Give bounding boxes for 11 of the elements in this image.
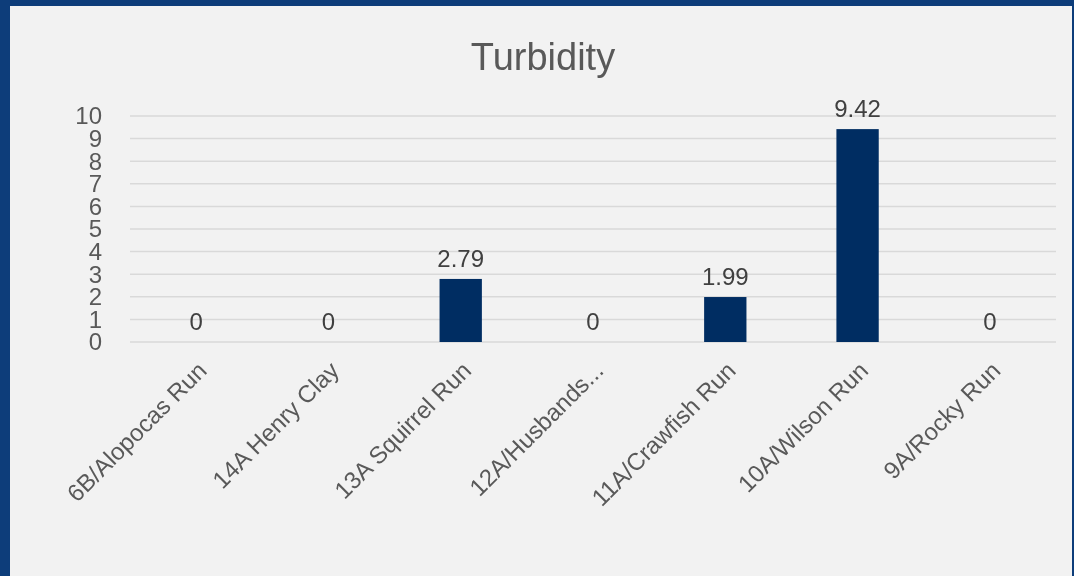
data-label: 0 [983,308,997,335]
bar [836,129,879,342]
bar [704,297,747,342]
data-label: 0 [189,308,203,335]
chart-title: Turbidity [470,36,616,78]
data-label: 0 [321,308,336,335]
data-label: 1.99 [701,263,749,291]
data-label: 9.42 [834,95,881,123]
bar [439,278,482,342]
data-label: 2.79 [437,244,485,272]
data-label: 0 [586,308,600,335]
